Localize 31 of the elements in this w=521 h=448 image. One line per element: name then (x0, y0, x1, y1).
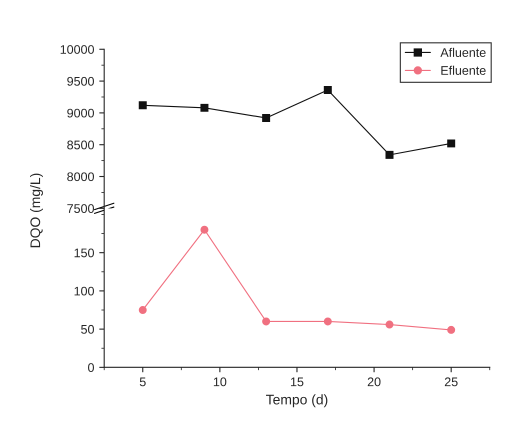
y-tick-label: 9000 (67, 108, 94, 118)
point (447, 326, 456, 334)
x-tick-label: 15 (290, 378, 304, 386)
point (324, 86, 332, 94)
y-tick-label: 50 (81, 324, 94, 334)
x-tick-label: 10 (214, 377, 226, 386)
y-tick-label: 8500 (67, 140, 94, 150)
x-axis-title: Tempo (d) (266, 394, 328, 408)
point (386, 150, 394, 159)
point (386, 320, 394, 329)
x-tick-label: 20 (368, 377, 381, 386)
point (262, 317, 270, 326)
point (138, 306, 147, 314)
y-tick-label: 0 (88, 363, 94, 372)
x-tick-label: 25 (444, 377, 458, 386)
point (200, 226, 208, 234)
point (447, 139, 456, 148)
point (138, 101, 147, 110)
legend-label: Afluente (440, 48, 486, 57)
y-tick-label: 10000 (60, 45, 94, 54)
y-axis-title: DQO (mg/L) (30, 174, 43, 248)
legend-label: Efluente (441, 66, 486, 75)
point (262, 114, 270, 122)
x-tick-label: 5 (140, 378, 146, 386)
point (200, 104, 208, 112)
y-tick-label: 8000 (67, 172, 94, 182)
y-tick-label: 7500 (67, 204, 94, 213)
y-tick-label: 100 (74, 286, 94, 296)
y-tick-label: 150 (74, 248, 94, 258)
point (324, 317, 332, 326)
y-tick-label: 9500 (67, 76, 94, 86)
